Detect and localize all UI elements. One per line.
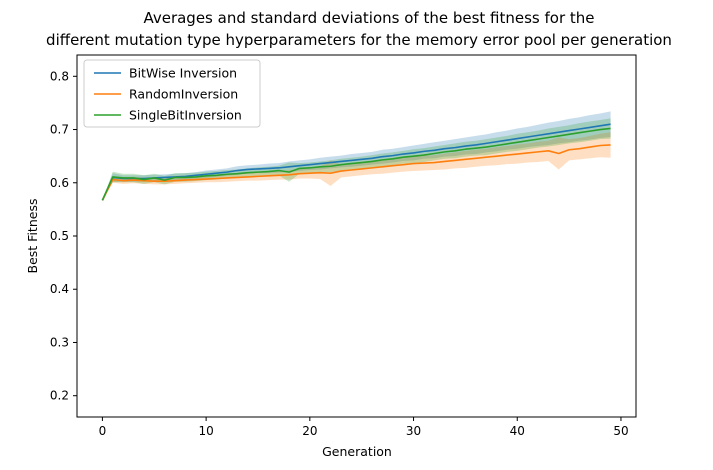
- y-tick-label: 0.7: [50, 123, 69, 137]
- y-tick-label: 0.5: [50, 229, 69, 243]
- mean-line-bitwise-inversion: [101, 123, 611, 201]
- legend-box: [83, 59, 261, 128]
- legend-label-single-bit-inversion: SingleBitInversion: [129, 108, 242, 123]
- std-band-randominversion: [102, 132, 611, 201]
- x-tick-label: 40: [510, 424, 525, 438]
- x-tick-label: 20: [302, 424, 317, 438]
- y-axis-ticks: 0.2 0.3 0.4 0.5 0.6 0.7 0.8: [50, 69, 77, 403]
- legend: BitWise Inversion RandomInversion Single…: [83, 59, 261, 128]
- mean-line-singlebitinversion: [101, 127, 611, 201]
- x-tick-label: 0: [99, 424, 107, 438]
- y-tick-label: 0.2: [50, 389, 69, 403]
- legend-label-random-inversion: RandomInversion: [129, 87, 238, 102]
- y-tick-label: 0.6: [50, 176, 69, 190]
- legend-label-bitwise-inversion: BitWise Inversion: [129, 66, 237, 81]
- x-axis-label: Generation: [322, 444, 392, 459]
- y-tick-label: 0.3: [50, 335, 69, 349]
- chart-title-line-1: Averages and standard deviations of the …: [143, 9, 594, 27]
- mean-lines: [101, 123, 611, 201]
- x-tick-label: 10: [198, 424, 213, 438]
- y-axis-label: Best Fitness: [25, 199, 40, 274]
- y-tick-label: 0.4: [50, 282, 69, 296]
- x-axis-ticks: 0 10 20 30 40 50: [99, 417, 629, 438]
- x-tick-label: 50: [613, 424, 628, 438]
- mean-line-randominversion: [101, 144, 611, 201]
- chart-title-line-2: different mutation type hyperparameters …: [46, 31, 672, 49]
- x-tick-label: 30: [406, 424, 421, 438]
- y-tick-label: 0.8: [50, 69, 69, 83]
- std-band-bitwise-inversion: [102, 111, 611, 201]
